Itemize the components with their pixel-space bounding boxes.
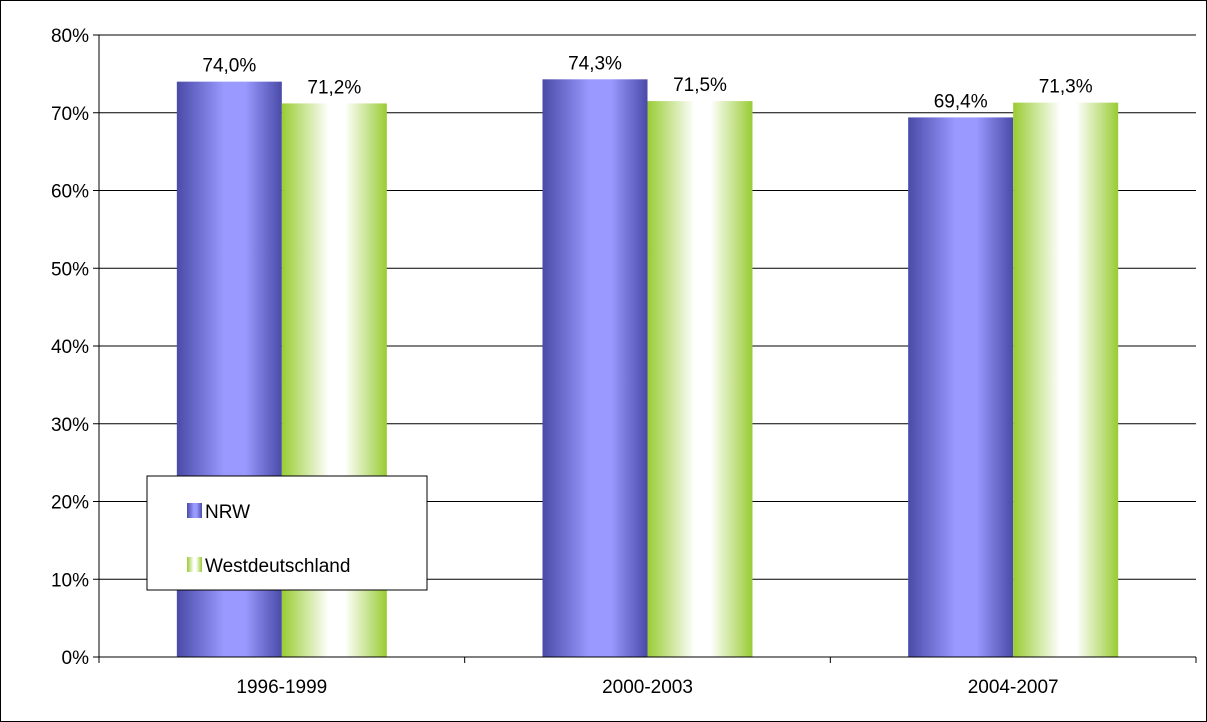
labels: 0% 10% 20% 30% 40% 50% 60% 70% 80% 74,0% 71,2% 1996… (51, 26, 1093, 698)
y-tick-label: 70% (51, 104, 89, 125)
data-label: 74,3% (568, 53, 622, 74)
bar-nrw-2004-2007 (908, 117, 1014, 658)
bar-nrw-2000-2003 (542, 79, 648, 657)
legend-label: Westdeutschland (205, 556, 350, 577)
data-label: 71,3% (1039, 77, 1093, 98)
legend-swatch (187, 503, 202, 518)
y-tick-label: 0% (62, 648, 90, 669)
data-label: 71,2% (307, 77, 361, 98)
y-tick-label: 80% (51, 26, 89, 47)
y-tick-label: 50% (51, 259, 89, 280)
axes (93, 34, 1197, 663)
data-label: 71,5% (673, 75, 727, 96)
y-tick-label: 60% (51, 182, 89, 203)
x-category-label: 2000-2003 (602, 677, 693, 698)
legend: NRW Westdeutschland (146, 475, 428, 591)
legend-swatch (187, 557, 202, 572)
data-label: 69,4% (934, 91, 988, 112)
data-label: 74,0% (202, 56, 256, 77)
y-tick-label: 30% (51, 415, 89, 436)
legend-label: NRW (205, 502, 250, 523)
x-category-label: 2004-2007 (968, 677, 1059, 698)
bar-westdeutschland-2000-2003 (647, 101, 753, 657)
x-category-label: 1996-1999 (236, 677, 327, 698)
y-tick-label: 20% (51, 493, 89, 514)
y-tick-label: 10% (51, 570, 89, 591)
bar-westdeutschland-2004-2007 (1013, 102, 1119, 657)
y-tick-label: 40% (51, 337, 89, 358)
